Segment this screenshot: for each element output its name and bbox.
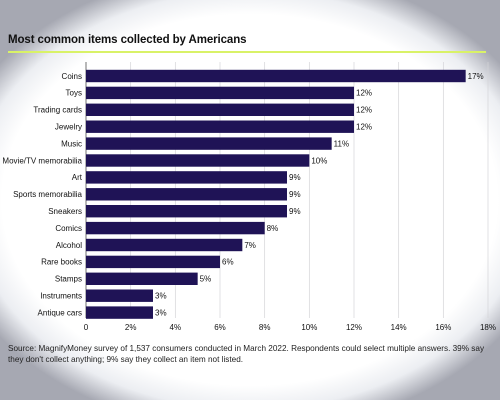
bar [86,137,332,150]
bar [86,154,310,167]
x-tick-label: 8% [259,323,271,332]
bar [86,272,198,285]
title-accent-rule [8,51,486,53]
value-label: 7% [244,241,256,250]
bar [86,120,354,133]
value-label: 3% [155,292,167,301]
bar [86,188,287,201]
bar [86,255,220,269]
x-tick-label: 12% [346,323,362,332]
category-label: Toys [66,89,82,98]
category-label: Trading cards [33,106,82,115]
value-label: 5% [200,275,212,284]
bar [86,238,243,252]
category-label: Alcohol [56,241,82,250]
value-label: 9% [289,190,301,199]
value-label: 9% [289,207,301,216]
x-tick-label: 10% [301,323,317,332]
category-label: Comics [55,224,82,233]
value-label: 8% [267,224,279,233]
bar [86,171,287,184]
x-tick-label: 4% [170,323,182,332]
bar [86,289,153,302]
x-tick-label: 2% [125,323,137,332]
category-label: Art [72,173,83,182]
value-label: 12% [356,123,372,132]
value-label: 10% [311,156,327,165]
bar [86,103,354,116]
source-note: Source: MagnifyMoney survey of 1,537 con… [8,344,485,364]
value-label: 3% [155,308,167,317]
category-label: Stamps [55,275,82,284]
category-label: Sneakers [48,207,82,216]
x-tick-label: 0 [84,323,89,332]
category-label: Movie/TV memorabilia [2,156,82,165]
value-label: 12% [356,89,372,98]
x-tick-label: 6% [214,323,226,332]
category-label: Rare books [41,258,82,267]
x-tick-label: 14% [391,323,407,332]
x-tick-label: 18% [480,323,496,332]
category-label: Instruments [40,292,82,301]
category-label: Coins [62,72,82,81]
bar [86,306,153,319]
bar [86,86,354,100]
chart-title: Most common items collected by Americans [8,34,247,46]
value-label: 11% [334,139,349,148]
value-label: 12% [356,106,372,115]
category-label: Sports memorabilia [13,190,82,199]
value-label: 17% [468,72,484,81]
bar [86,221,265,235]
category-label: Music [61,139,82,148]
category-label: Jewelry [55,123,82,132]
x-tick-label: 16% [435,323,451,332]
category-label: Antique cars [38,308,82,317]
bar [86,69,466,83]
value-label: 6% [222,258,234,267]
value-label: 9% [289,173,301,182]
bar [86,205,287,218]
